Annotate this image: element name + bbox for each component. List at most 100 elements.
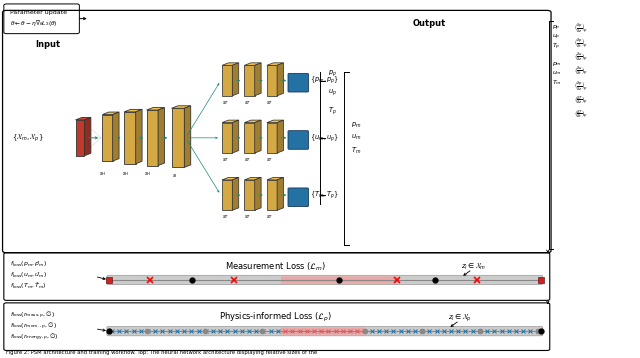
Text: $\left(\frac{\partial p}{\partial z}\right)_{\!p}$: $\left(\frac{\partial p}{\partial z}\rig… [574,22,588,35]
FancyBboxPatch shape [288,188,308,207]
Text: Input: Input [35,40,60,49]
Text: $s_T$: $s_T$ [244,213,252,221]
Text: $\{p_m, p_p\}$: $\{p_m, p_p\}$ [310,75,340,86]
Text: $\left(\frac{\partial T}{\partial t}\right)_{\!p}$: $\left(\frac{\partial T}{\partial t}\rig… [574,108,588,121]
Text: Measurement Loss $(\mathcal{L}_m)$: Measurement Loss $(\mathcal{L}_m)$ [225,261,326,273]
Text: $\left(\frac{\partial u}{\partial z}\right)_{\!p}$: $\left(\frac{\partial u}{\partial z}\rig… [574,52,588,63]
Text: $f_{\mathrm{loss}}(p_m, \hat{p}_m)$: $f_{\mathrm{loss}}(p_m, \hat{p}_m)$ [10,259,47,269]
Text: $s_T$: $s_T$ [221,213,229,221]
Polygon shape [232,178,239,210]
Polygon shape [255,63,261,96]
Text: $u_p$: $u_p$ [328,88,337,98]
Text: $z_i \in \mathcal{X}_p$: $z_i \in \mathcal{X}_p$ [448,312,472,324]
Text: $z_i \in \mathcal{X}_m$: $z_i \in \mathcal{X}_m$ [461,262,486,272]
Text: $\left(\frac{\partial p}{\partial t}\right)_{\!p}$: $\left(\frac{\partial p}{\partial t}\rig… [574,37,588,49]
Polygon shape [222,63,239,65]
Text: $T_m$: $T_m$ [552,78,561,87]
Polygon shape [267,180,277,210]
Text: $s_T$: $s_T$ [244,156,252,164]
Polygon shape [113,112,119,161]
Text: $p_m$: $p_m$ [552,61,562,68]
Polygon shape [222,180,232,210]
Text: $\{u_m, u_p\}$: $\{u_m, u_p\}$ [310,132,340,144]
Text: Physics-informed Loss $(\mathcal{L}_p)$: Physics-informed Loss $(\mathcal{L}_p)$ [218,311,332,324]
Polygon shape [136,110,142,164]
FancyBboxPatch shape [107,275,543,285]
Polygon shape [102,115,113,161]
Polygon shape [267,122,277,153]
Polygon shape [76,117,91,120]
Text: $s_T$: $s_T$ [221,98,229,107]
Text: $\{T_m, T_p\}$: $\{T_m, T_p\}$ [310,189,339,201]
Polygon shape [222,122,232,153]
Polygon shape [102,112,119,115]
Text: $u_p$: $u_p$ [552,33,560,42]
Polygon shape [172,108,184,168]
Text: $\theta \leftarrow \theta - \eta \nabla_\theta L_\Sigma(\theta)$: $\theta \leftarrow \theta - \eta \nabla_… [10,18,58,28]
Polygon shape [244,65,255,96]
Polygon shape [222,120,239,122]
Text: $T_p$: $T_p$ [552,42,560,52]
Polygon shape [267,120,284,122]
Polygon shape [158,107,164,165]
Text: $f_{\mathrm{loss}}(r_{\mathrm{mom.,}p}, \emptyset)$: $f_{\mathrm{loss}}(r_{\mathrm{mom.,}p}, … [10,321,56,332]
Text: $s_I$: $s_I$ [172,172,179,180]
Polygon shape [222,65,232,96]
Polygon shape [147,107,164,110]
Polygon shape [124,112,136,164]
Text: $s_H$: $s_H$ [144,170,152,178]
Polygon shape [222,178,239,180]
Text: $\left(\frac{\partial p}{\partial z}\right)_{\!p}$: $\left(\frac{\partial p}{\partial z}\rig… [574,79,588,92]
Polygon shape [147,110,158,165]
Polygon shape [244,180,255,210]
Text: $u_m$: $u_m$ [552,69,562,77]
Text: $s_H$: $s_H$ [122,170,129,178]
Text: $f_{\mathrm{loss}}(r_{\mathrm{mass},p}, \emptyset)$: $f_{\mathrm{loss}}(r_{\mathrm{mass},p}, … [10,310,54,321]
Polygon shape [244,120,261,122]
Polygon shape [244,122,255,153]
Polygon shape [277,63,284,96]
Text: $f_{\mathrm{loss}}(T_m, \hat{T}_m)$: $f_{\mathrm{loss}}(T_m, \hat{T}_m)$ [10,280,46,291]
Polygon shape [255,120,261,153]
Text: $\left(\frac{\partial T}{\partial z}\right)_{\!p}$: $\left(\frac{\partial T}{\partial z}\rig… [574,94,588,106]
Polygon shape [267,63,284,65]
Polygon shape [172,106,191,108]
Polygon shape [267,178,284,180]
Text: $s_T$: $s_T$ [221,156,229,164]
Polygon shape [244,63,261,65]
Polygon shape [232,63,239,96]
Text: $s_H$: $s_H$ [99,170,107,178]
Polygon shape [267,65,277,96]
Polygon shape [232,120,239,153]
Text: $p_m$: $p_m$ [351,121,361,130]
FancyBboxPatch shape [281,276,397,284]
Text: Figure 2: PSM architecture and training workflow. Top: The neural network archit: Figure 2: PSM architecture and training … [6,350,317,355]
Polygon shape [184,106,191,168]
Polygon shape [124,110,142,112]
FancyBboxPatch shape [281,328,365,335]
Text: $f_{\mathrm{loss}}(r_{\mathrm{energy},p}, \emptyset)$: $f_{\mathrm{loss}}(r_{\mathrm{energy},p}… [10,332,58,343]
Text: $f_{\mathrm{loss}}(u_m, \hat{u}_m)$: $f_{\mathrm{loss}}(u_m, \hat{u}_m)$ [10,270,47,280]
Text: $u_m$: $u_m$ [351,133,361,142]
Polygon shape [277,178,284,210]
Text: Output: Output [413,19,446,28]
Text: $T_m$: $T_m$ [351,146,361,156]
Text: $s_T$: $s_T$ [244,98,252,107]
Text: $s_T$: $s_T$ [266,98,274,107]
Text: $p_p$: $p_p$ [328,68,337,79]
FancyBboxPatch shape [288,73,308,92]
Text: $p_p$: $p_p$ [552,24,560,33]
Polygon shape [277,120,284,153]
Text: $T_p$: $T_p$ [328,105,337,117]
Polygon shape [244,178,261,180]
Text: $s_T$: $s_T$ [266,213,274,221]
Polygon shape [76,120,84,156]
Polygon shape [84,117,91,156]
FancyBboxPatch shape [107,326,543,336]
Text: $s_T$: $s_T$ [266,156,274,164]
Text: Parameter update: Parameter update [10,10,67,15]
FancyBboxPatch shape [288,131,308,149]
Polygon shape [255,178,261,210]
Text: $\{\mathcal{X}_m,\mathcal{X}_p\}$: $\{\mathcal{X}_m,\mathcal{X}_p\}$ [12,132,44,144]
Text: $\left(\frac{\partial u}{\partial t}\right)_{\!p}$: $\left(\frac{\partial u}{\partial t}\rig… [574,66,588,77]
